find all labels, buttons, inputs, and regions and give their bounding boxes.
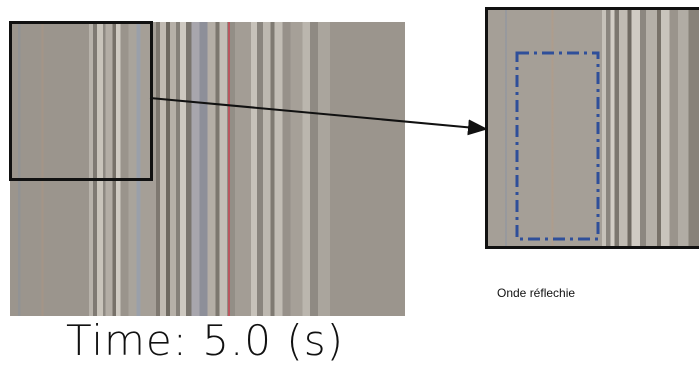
arrow xyxy=(149,97,488,136)
dash-box xyxy=(515,51,600,241)
wave-front xyxy=(228,22,230,316)
caption: Time: 5.0 (s) xyxy=(65,316,345,365)
annotation: Onde réflechie xyxy=(497,286,576,300)
simulation-field xyxy=(10,22,405,316)
inset-box xyxy=(9,21,153,181)
zoom-panel xyxy=(485,7,699,249)
